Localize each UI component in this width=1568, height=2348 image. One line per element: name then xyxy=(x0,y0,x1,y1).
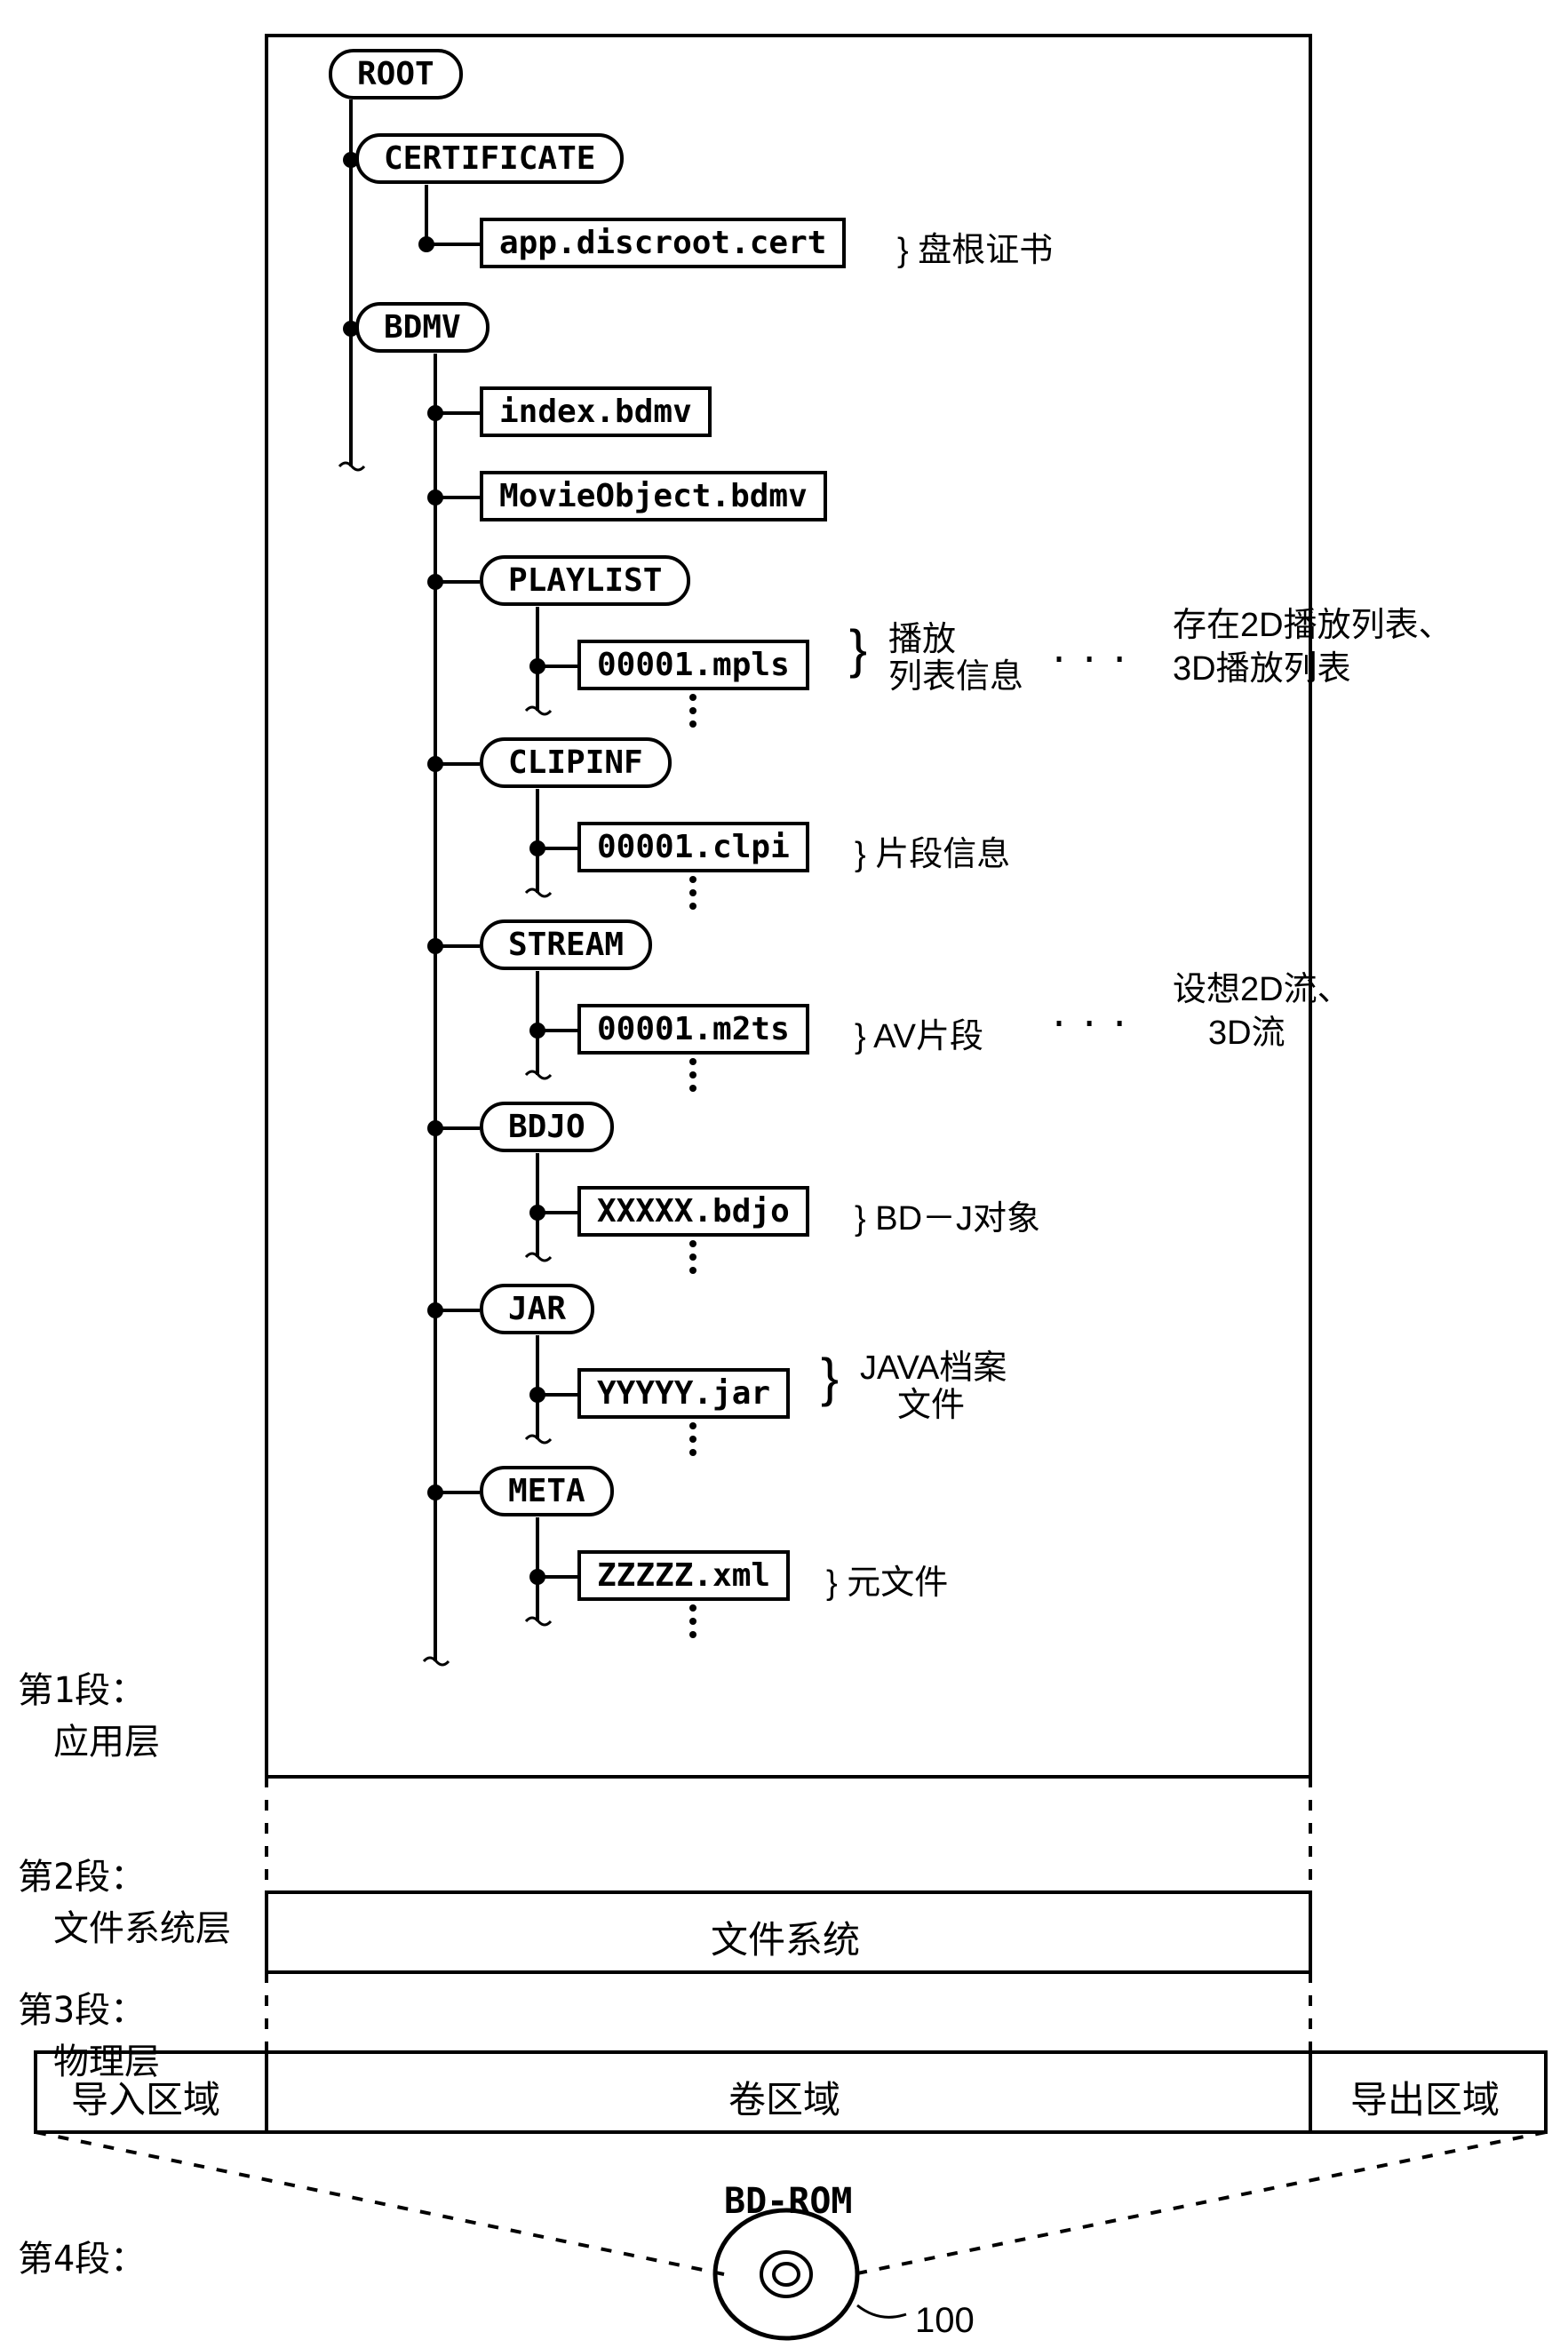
connector-lines xyxy=(0,0,1568,2348)
